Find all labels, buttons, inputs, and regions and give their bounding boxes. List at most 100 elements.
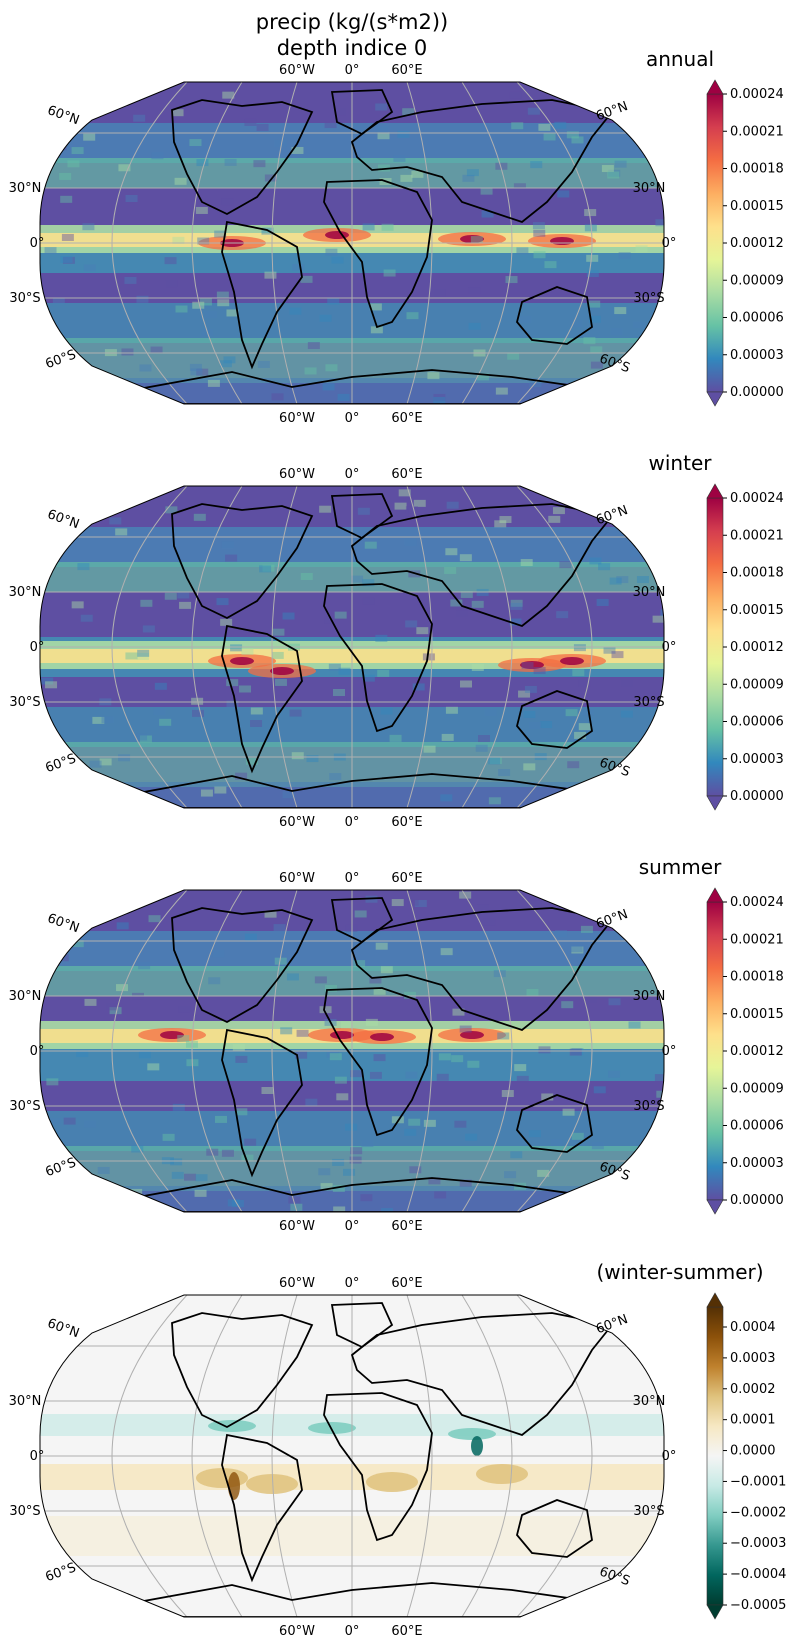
lon-label-top: 0°: [345, 871, 360, 886]
lat-label-right: 0°: [662, 1449, 677, 1464]
lon-label-bottom: 60°W: [279, 815, 315, 830]
colorbar-tick-label: −0.0004: [730, 1567, 786, 1582]
colorbar-tick-label: 0.00021: [730, 124, 784, 139]
lon-label-bottom: 60°W: [279, 1219, 315, 1234]
map-panel: 60°W 60°W 0° 0° 60°E 60°E 60°N 30°N 0° 30°S 60°S 60…: [9, 855, 784, 1234]
colorbar-extend-min: [706, 1604, 724, 1620]
precip-field: [40, 1295, 664, 1617]
lon-label-top: 60°W: [279, 63, 315, 78]
precip-field: [40, 82, 664, 404]
lat-label-right: 30°N: [633, 989, 666, 1004]
lat-label-left: 30°S: [9, 1099, 40, 1114]
lat-label-right: 30°S: [633, 1504, 664, 1519]
precip-field: [40, 890, 664, 1212]
colorbar-tick-label: 0.0004: [730, 1320, 776, 1335]
colorbar-tick-label: 0.00024: [730, 87, 784, 102]
coastlines: [110, 493, 614, 808]
lat-label-right: 30°N: [633, 585, 666, 600]
colorbar-tick-label: 0.00012: [730, 236, 784, 251]
lon-label-bottom: 60°W: [279, 411, 315, 426]
colorbar-tick-label: 0.0001: [730, 1413, 776, 1428]
lat-label-left: 60°N: [45, 103, 81, 128]
map-frame: [39, 485, 665, 809]
lon-label-bottom: 60°W: [279, 1624, 315, 1639]
colorbar-tick-label: 0.00015: [730, 1007, 784, 1022]
colorbar-tick-label: 0.00009: [730, 273, 784, 288]
lat-label-left: 30°N: [9, 1394, 42, 1409]
panel-title: (winter-summer): [596, 1260, 763, 1284]
lat-label-left: 30°N: [9, 181, 42, 196]
lat-label-right: 0°: [662, 640, 677, 655]
lat-label-left: 60°S: [44, 347, 79, 372]
colorbar-tick-label: 0.00000: [730, 385, 784, 400]
colorbar-tick-label: 0.00015: [730, 199, 784, 214]
panel-title: summer: [639, 855, 722, 879]
colorbar-extend-max: [706, 79, 724, 95]
lat-label-left: 0°: [30, 1044, 45, 1059]
colorbar-tick-label: −0.0002: [730, 1505, 786, 1520]
lat-label-right: 0°: [662, 236, 677, 251]
colorbar-tick-label: 0.00012: [730, 1044, 784, 1059]
colorbar-extend-max: [706, 1292, 724, 1308]
lat-label-left: 60°S: [44, 1155, 79, 1180]
colorbar: [706, 901, 724, 1201]
lon-label-top: 0°: [345, 467, 360, 482]
lat-label-left: 60°N: [45, 1316, 81, 1341]
lat-label-left: 30°S: [9, 291, 40, 306]
colorbar-extend-min: [706, 391, 724, 407]
panel-title: annual: [646, 47, 714, 71]
colorbar: [706, 93, 724, 393]
colorbar: [706, 1306, 724, 1606]
colorbar-tick-label: 0.00000: [730, 789, 784, 804]
map-panel: 60°W 60°W 0° 0° 60°E 60°E 60°N 30°N 0° 30°S 60°S 60…: [9, 1260, 787, 1639]
colorbar-tick-label: 0.0003: [730, 1351, 776, 1366]
lon-label-top: 60°W: [279, 871, 315, 886]
colorbar-tick-label: 0.00024: [730, 895, 784, 910]
coastlines: [110, 1302, 614, 1617]
colorbar-tick-label: 0.00024: [730, 491, 784, 506]
lon-label-top: 60°W: [279, 1276, 315, 1291]
lon-label-bottom: 60°E: [391, 411, 422, 426]
lat-label-left: 30°N: [9, 989, 42, 1004]
lon-label-top: 0°: [345, 63, 360, 78]
map-frame: [39, 889, 665, 1213]
coastlines: [110, 89, 614, 404]
lon-label-top: 60°E: [391, 467, 422, 482]
colorbar-tick-label: 0.00006: [730, 311, 784, 326]
lat-label-left: 60°S: [44, 1560, 79, 1585]
lat-label-right: 30°S: [633, 291, 664, 306]
colorbar-tick-label: 0.00006: [730, 715, 784, 730]
lat-label-right: 30°S: [633, 695, 664, 710]
colorbar-tick-label: 0.00018: [730, 970, 784, 985]
colorbar-tick-label: −0.0001: [730, 1474, 786, 1489]
colorbar-tick-label: 0.00003: [730, 752, 784, 767]
lat-label-left: 30°N: [9, 585, 42, 600]
colorbar-tick-label: 0.00021: [730, 528, 784, 543]
lat-label-right: 60°S: [597, 351, 632, 376]
colorbar-tick-label: 0.00009: [730, 677, 784, 692]
colorbar-tick-label: 0.00006: [730, 1119, 784, 1134]
lat-label-left: 0°: [30, 236, 45, 251]
lon-label-top: 60°E: [391, 871, 422, 886]
colorbar-tick-label: 0.00018: [730, 162, 784, 177]
lat-label-left: 0°: [30, 1449, 45, 1464]
lon-label-bottom: 0°: [345, 815, 360, 830]
figure-title-line2: depth indice 0: [277, 36, 428, 60]
map-frame: [39, 81, 665, 405]
colorbar-tick-label: 0.00021: [730, 932, 784, 947]
precip-field: [40, 486, 664, 808]
colorbar-tick-label: 0.0002: [730, 1382, 776, 1397]
lon-label-top: 0°: [345, 1276, 360, 1291]
lat-label-right: 30°S: [633, 1099, 664, 1114]
map-frame: [39, 1294, 665, 1618]
colorbar-tick-label: 0.00009: [730, 1081, 784, 1096]
colorbar-tick-label: 0.0000: [730, 1444, 776, 1459]
lat-label-left: 0°: [30, 640, 45, 655]
lat-label-left: 60°S: [44, 751, 79, 776]
lat-label-left: 60°N: [45, 911, 81, 936]
colorbar-extend-min: [706, 795, 724, 811]
colorbar-tick-label: 0.00003: [730, 1156, 784, 1171]
lat-label-right: 60°S: [597, 755, 632, 780]
figure-title-line1: precip (kg/(s*m2)): [256, 10, 448, 34]
